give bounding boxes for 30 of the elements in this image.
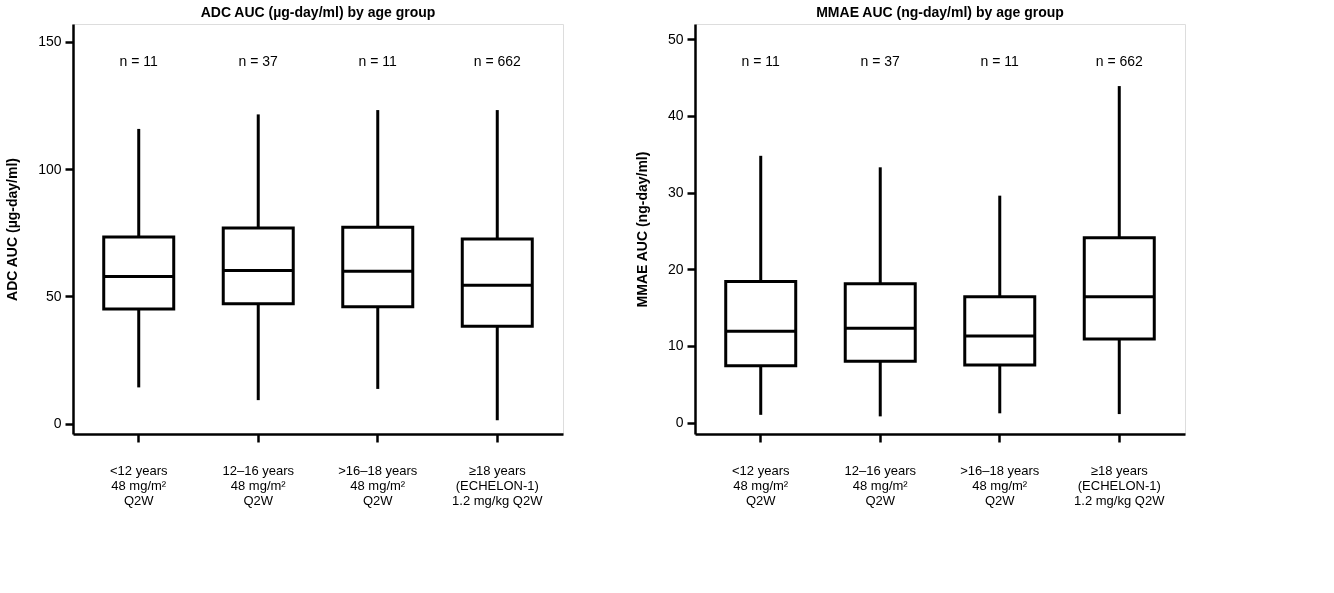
x-tick-label: ≥18 years (ECHELON-1) 1.2 mg/kg Q2W	[1074, 462, 1166, 508]
y-tick-label: 100	[38, 160, 62, 177]
y-tick-label: 40	[667, 107, 684, 124]
annotation: n = 662	[1095, 53, 1144, 69]
chart-title: ADC AUC (µg-day/ml) by age group	[200, 4, 436, 20]
y-tick-label: 10	[667, 337, 684, 354]
annotation: n = 11	[741, 53, 781, 69]
annotation: n = 37	[860, 53, 901, 69]
y-tick-label: 0	[675, 414, 684, 430]
y-tick-label: 150	[38, 33, 62, 50]
annotation: n = 11	[119, 53, 159, 69]
x-tick-label: ≥18 years (ECHELON-1) 1.2 mg/kg Q2W	[452, 462, 544, 508]
annotation: n = 662	[473, 53, 522, 69]
x-tick-label: <12 years 48 mg/m² Q2W	[110, 462, 168, 508]
x-tick-label: >16–18 years 48 mg/m² Q2W	[960, 462, 1040, 508]
y-axis-title: ADC AUC (µg-day/ml)	[4, 158, 21, 301]
annotation: n = 11	[358, 53, 398, 69]
x-tick-label: >16–18 years 48 mg/m² Q2W	[338, 462, 418, 508]
y-axis-title: MMAE AUC (ng-day/ml)	[633, 151, 650, 308]
x-tick-label: 12–16 years 48 mg/m² Q2W	[844, 462, 917, 508]
x-tick-label: <12 years 48 mg/m² Q2W	[732, 462, 790, 508]
y-tick-label: 20	[667, 260, 684, 277]
chart-title: MMAE AUC (ng-day/ml) by age group	[816, 4, 1064, 20]
annotation: n = 37	[238, 53, 279, 69]
annotation: n = 11	[980, 53, 1020, 69]
y-tick-label: 50	[667, 30, 684, 47]
y-tick-label: 30	[667, 184, 684, 201]
y-tick-label: 50	[45, 287, 62, 304]
y-tick-label: 0	[53, 415, 62, 432]
x-tick-label: 12–16 years 48 mg/m² Q2W	[222, 462, 295, 508]
